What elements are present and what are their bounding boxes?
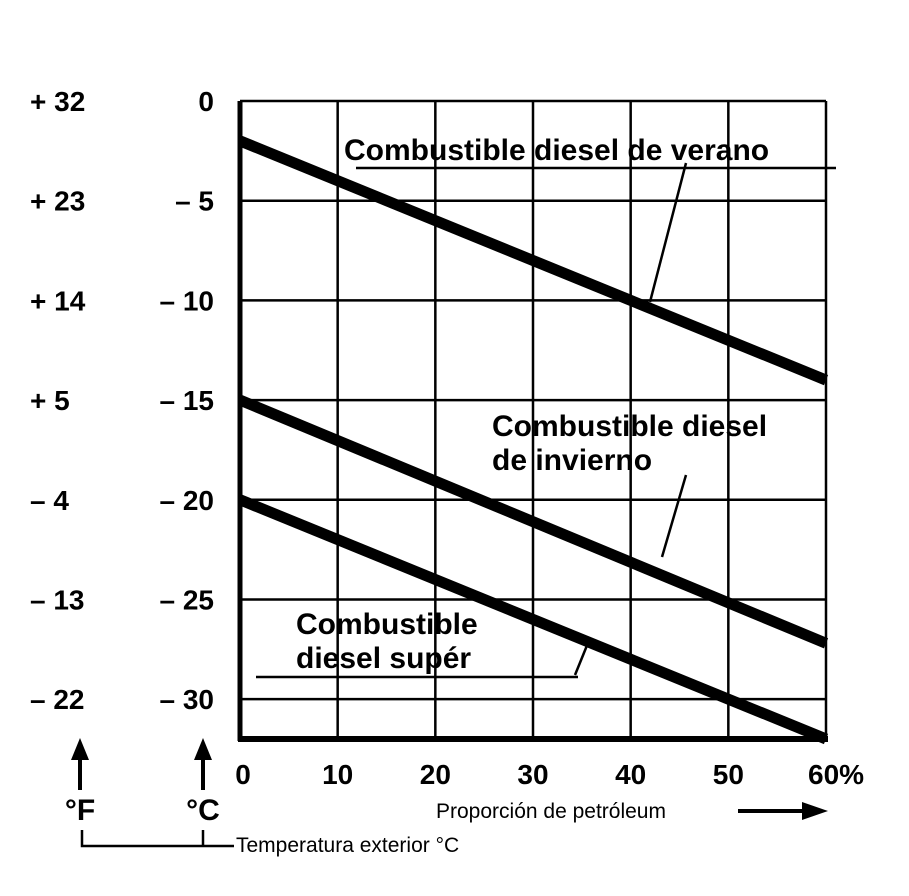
unit-label: °C (186, 794, 220, 827)
series-label-3: diesel supér (296, 642, 471, 675)
x-tick-label: 40 (615, 759, 646, 790)
x-tick-label: 30 (517, 759, 548, 790)
y-tick-label-fahrenheit: – 22 (30, 684, 85, 715)
right-arrow-icon (802, 802, 828, 820)
x-axis-title: Proporción de petróleum (436, 800, 666, 823)
series-lines (237, 135, 829, 745)
y-tick-label-celsius: – 25 (160, 584, 215, 615)
leader-line (648, 162, 688, 303)
x-tick-label: 60% (808, 759, 864, 790)
caption-temperature: Temperatura exterior °C (236, 834, 459, 857)
x-tick-label: 0 (235, 759, 251, 790)
y-tick-label-celsius: – 10 (160, 285, 215, 316)
y-tick-label-fahrenheit: – 13 (30, 584, 85, 615)
up-arrow-icon (71, 738, 89, 760)
series-line-2 (237, 394, 829, 649)
series-line-1 (237, 135, 829, 386)
leader-line (573, 637, 592, 676)
x-tick-label: 50 (713, 759, 744, 790)
series-labels: Combustible diesel de verano Combustible … (256, 134, 836, 679)
y-tick-label-celsius: – 30 (160, 684, 215, 715)
y-tick-label-fahrenheit: + 5 (30, 385, 70, 416)
bracket-line (80, 830, 234, 848)
series-label-3: Combustible (296, 608, 478, 641)
tick-labels: 0 10 20 30 40 50 60% 0 – 5 – 10 – 15 – 20 – 25 – 30 + … (30, 86, 864, 790)
unit-label: °F (65, 794, 95, 827)
y-tick-label-fahrenheit: + 23 (30, 186, 85, 217)
y-tick-label-fahrenheit: + 14 (30, 285, 86, 316)
series-line-3 (237, 494, 829, 745)
series-label-2: Combustible diesel (492, 410, 767, 443)
axis-annotations: °F °C Proporción de petróleum Temperatura e… (65, 738, 828, 857)
y-tick-label-celsius: – 5 (175, 186, 214, 217)
y-tick-label-fahrenheit: + 32 (30, 86, 85, 117)
up-arrow-icon (194, 738, 212, 760)
y-tick-label-celsius: 0 (198, 86, 214, 117)
leader-line (660, 474, 688, 558)
y-tick-label-celsius: – 15 (160, 385, 215, 416)
series-label-1: Combustible diesel de verano (344, 134, 769, 167)
series-label-2: de invierno (492, 444, 652, 477)
y-tick-label-celsius: – 20 (160, 485, 215, 516)
y-tick-label-fahrenheit: – 4 (30, 485, 69, 516)
x-tick-label: 10 (322, 759, 353, 790)
x-tick-label: 20 (420, 759, 451, 790)
